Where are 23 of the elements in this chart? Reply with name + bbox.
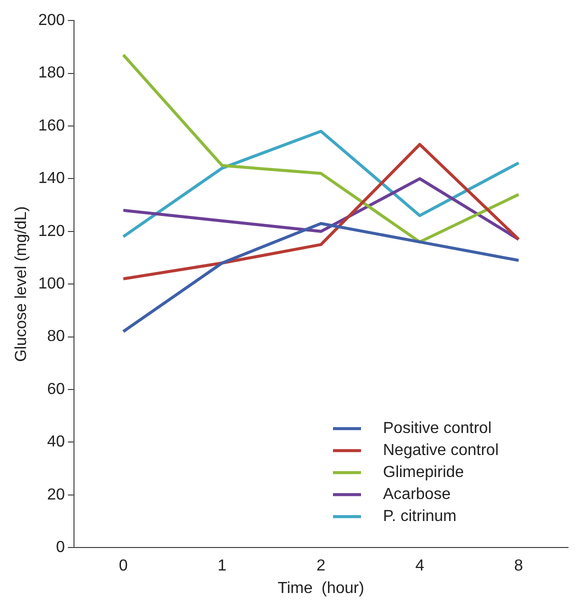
- y-tick-label: 200: [38, 12, 65, 30]
- legend-label: Negative control: [383, 442, 499, 460]
- x-tick-label: 8: [514, 558, 524, 575]
- y-tick-label: 100: [38, 276, 65, 293]
- y-axis-title: Glucose level (mg/dL): [13, 206, 30, 362]
- legend-label: Glimepiride: [383, 464, 464, 482]
- x-tick-label: 0: [118, 558, 128, 575]
- legend-label: P. citrinum: [383, 508, 457, 526]
- legend-label: Acarbose: [383, 486, 451, 504]
- x-tick-label: 4: [415, 558, 424, 575]
- y-tick-label: 0: [56, 539, 65, 556]
- y-tick-label: 140: [38, 170, 65, 188]
- y-tick-label: 120: [38, 222, 65, 240]
- y-tick-label: 80: [47, 328, 65, 346]
- y-tick-label: 60: [47, 380, 65, 398]
- x-tick-label: 1: [218, 558, 227, 575]
- y-tick-label: 40: [47, 434, 65, 451]
- y-tick-label: 20: [47, 486, 65, 504]
- x-axis-title: Time (hour): [278, 580, 364, 597]
- y-tick-label: 180: [38, 64, 65, 82]
- y-tick-label: 160: [38, 117, 65, 134]
- x-tick-label: 2: [316, 558, 326, 575]
- legend-label: Positive control: [383, 420, 492, 438]
